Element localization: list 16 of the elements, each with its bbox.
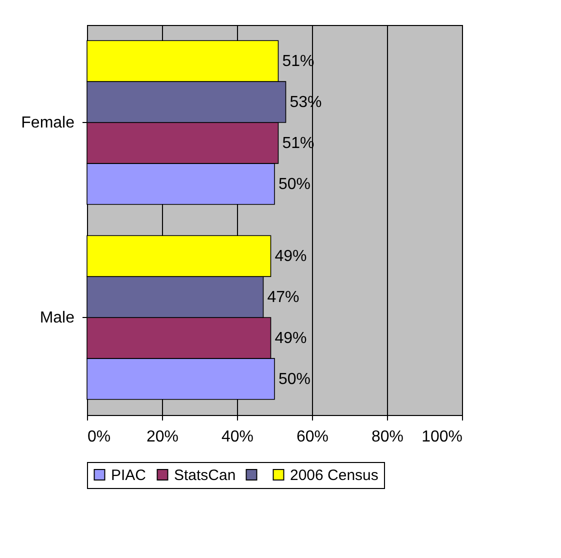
legend-label: StatsCan	[174, 466, 236, 484]
data-label: 49%	[274, 248, 307, 266]
y-tick-label: Female	[21, 114, 75, 132]
y-tick-label: Male	[40, 310, 75, 326]
x-tick-label: 0%	[88, 428, 111, 446]
x-tick-label: 80%	[371, 428, 404, 446]
x-tick-label: 40%	[221, 428, 254, 446]
data-label: 50%	[278, 176, 311, 193]
legend-label: 2006 Census	[290, 466, 378, 484]
data-label: 47%	[267, 289, 300, 306]
data-label: 50%	[278, 370, 311, 388]
data-label: 49%	[274, 330, 307, 347]
x-tick-label: 100%	[422, 428, 462, 446]
x-tick-label: 20%	[146, 428, 179, 446]
x-tick-label: 60%	[296, 428, 329, 446]
legend-label: PIAC	[111, 466, 146, 484]
